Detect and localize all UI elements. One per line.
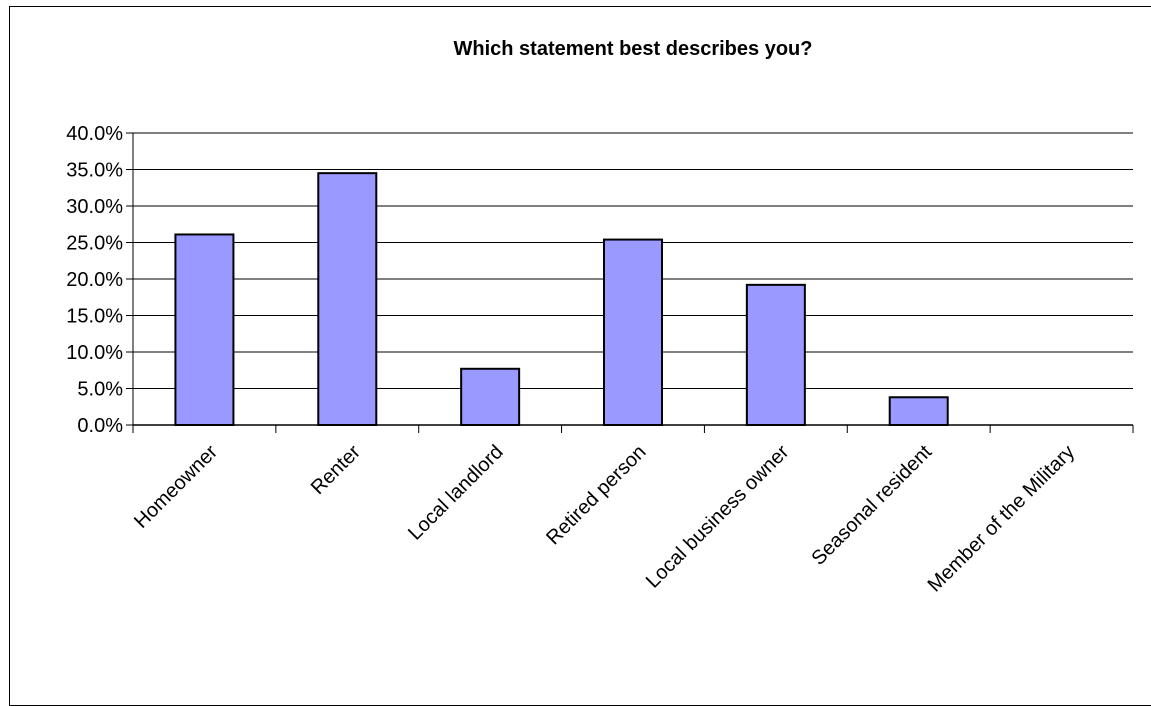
y-tick-label: 5.0% [77, 379, 123, 401]
bar [603, 238, 663, 426]
y-tick-label: 20.0% [66, 269, 123, 291]
bar [460, 367, 521, 427]
bars [174, 172, 949, 427]
bar [317, 172, 378, 426]
x-tick-label: Renter [307, 441, 365, 499]
y-tick-label: 40.0% [66, 123, 123, 145]
y-tick-labels: 0.0% 5.0% 10.0% 15.0% 20.0% 25.0% 30.0% 35.0% 40… [66, 123, 123, 437]
y-tick-label: 0.0% [77, 415, 123, 437]
y-tick-label: 35.0% [66, 160, 123, 182]
x-tick-label: Retired person [542, 441, 650, 549]
bar-chart: 0.0% 5.0% 10.0% 15.0% 20.0% 25.0% 30.0% 35.0% 40… [66, 123, 1134, 597]
axes [126, 132, 1134, 433]
y-tick-label: 15.0% [66, 306, 123, 328]
x-tick-labels: Homeowner Renter Local landlord Retired per… [130, 441, 1079, 597]
x-tick-label: Local business owner [642, 441, 794, 593]
y-tick-label: 25.0% [66, 233, 123, 255]
y-tick-label: 10.0% [66, 342, 123, 364]
bar [745, 283, 806, 426]
x-tick-label: Seasonal resident [807, 441, 936, 570]
x-tick-label: Member of the Military [924, 441, 1079, 596]
x-tick-label: Homeowner [130, 441, 222, 533]
y-tick-label: 30.0% [66, 196, 123, 218]
chart-title: Which statement best describes you? [453, 38, 813, 60]
x-tick-label: Local landlord [404, 441, 508, 545]
bar [888, 396, 949, 427]
bar [174, 233, 235, 426]
